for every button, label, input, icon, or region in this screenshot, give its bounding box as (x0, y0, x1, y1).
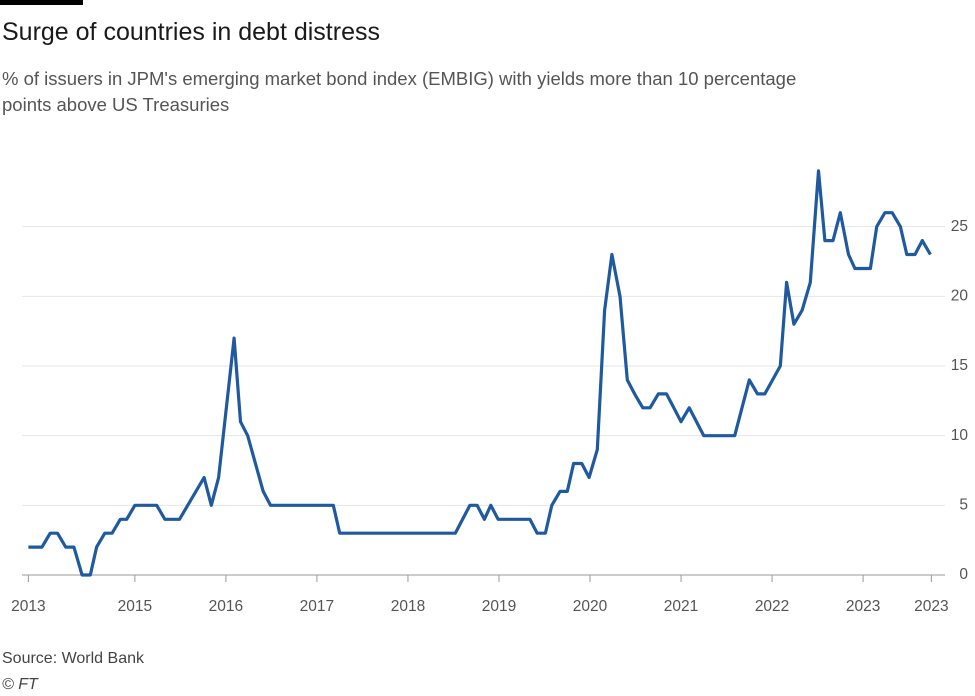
x-tick-label: 2018 (391, 598, 425, 615)
chart-title: Surge of countries in debt distress (2, 18, 380, 46)
y-tick-label: 15 (951, 357, 968, 374)
x-tick-label: 2016 (209, 598, 243, 615)
chart-subtitle: % of issuers in JPM's emerging market bo… (2, 68, 797, 115)
header-bar (0, 0, 83, 5)
x-tick-label: 2021 (664, 598, 698, 615)
x-tick-label: 2023 (914, 598, 948, 615)
x-tick-label: 2015 (118, 598, 152, 615)
credit: © FT (2, 676, 38, 693)
data-line (28, 169, 932, 577)
x-tick-label: 2022 (755, 598, 789, 615)
y-tick-label: 25 (951, 218, 968, 235)
x-tick-label: 2013 (11, 598, 45, 615)
y-tick-label: 0 (959, 566, 968, 583)
y-tick-label: 5 (959, 496, 968, 513)
x-tick-label: 2023 (846, 598, 880, 615)
x-tick-label: 2017 (300, 598, 334, 615)
y-tick-label: 10 (951, 427, 969, 444)
x-tick-label: 2019 (482, 598, 516, 615)
source: Source: World Bank (2, 650, 144, 667)
y-tick-label: 20 (951, 287, 969, 304)
x-tick-label: 2020 (573, 598, 608, 615)
